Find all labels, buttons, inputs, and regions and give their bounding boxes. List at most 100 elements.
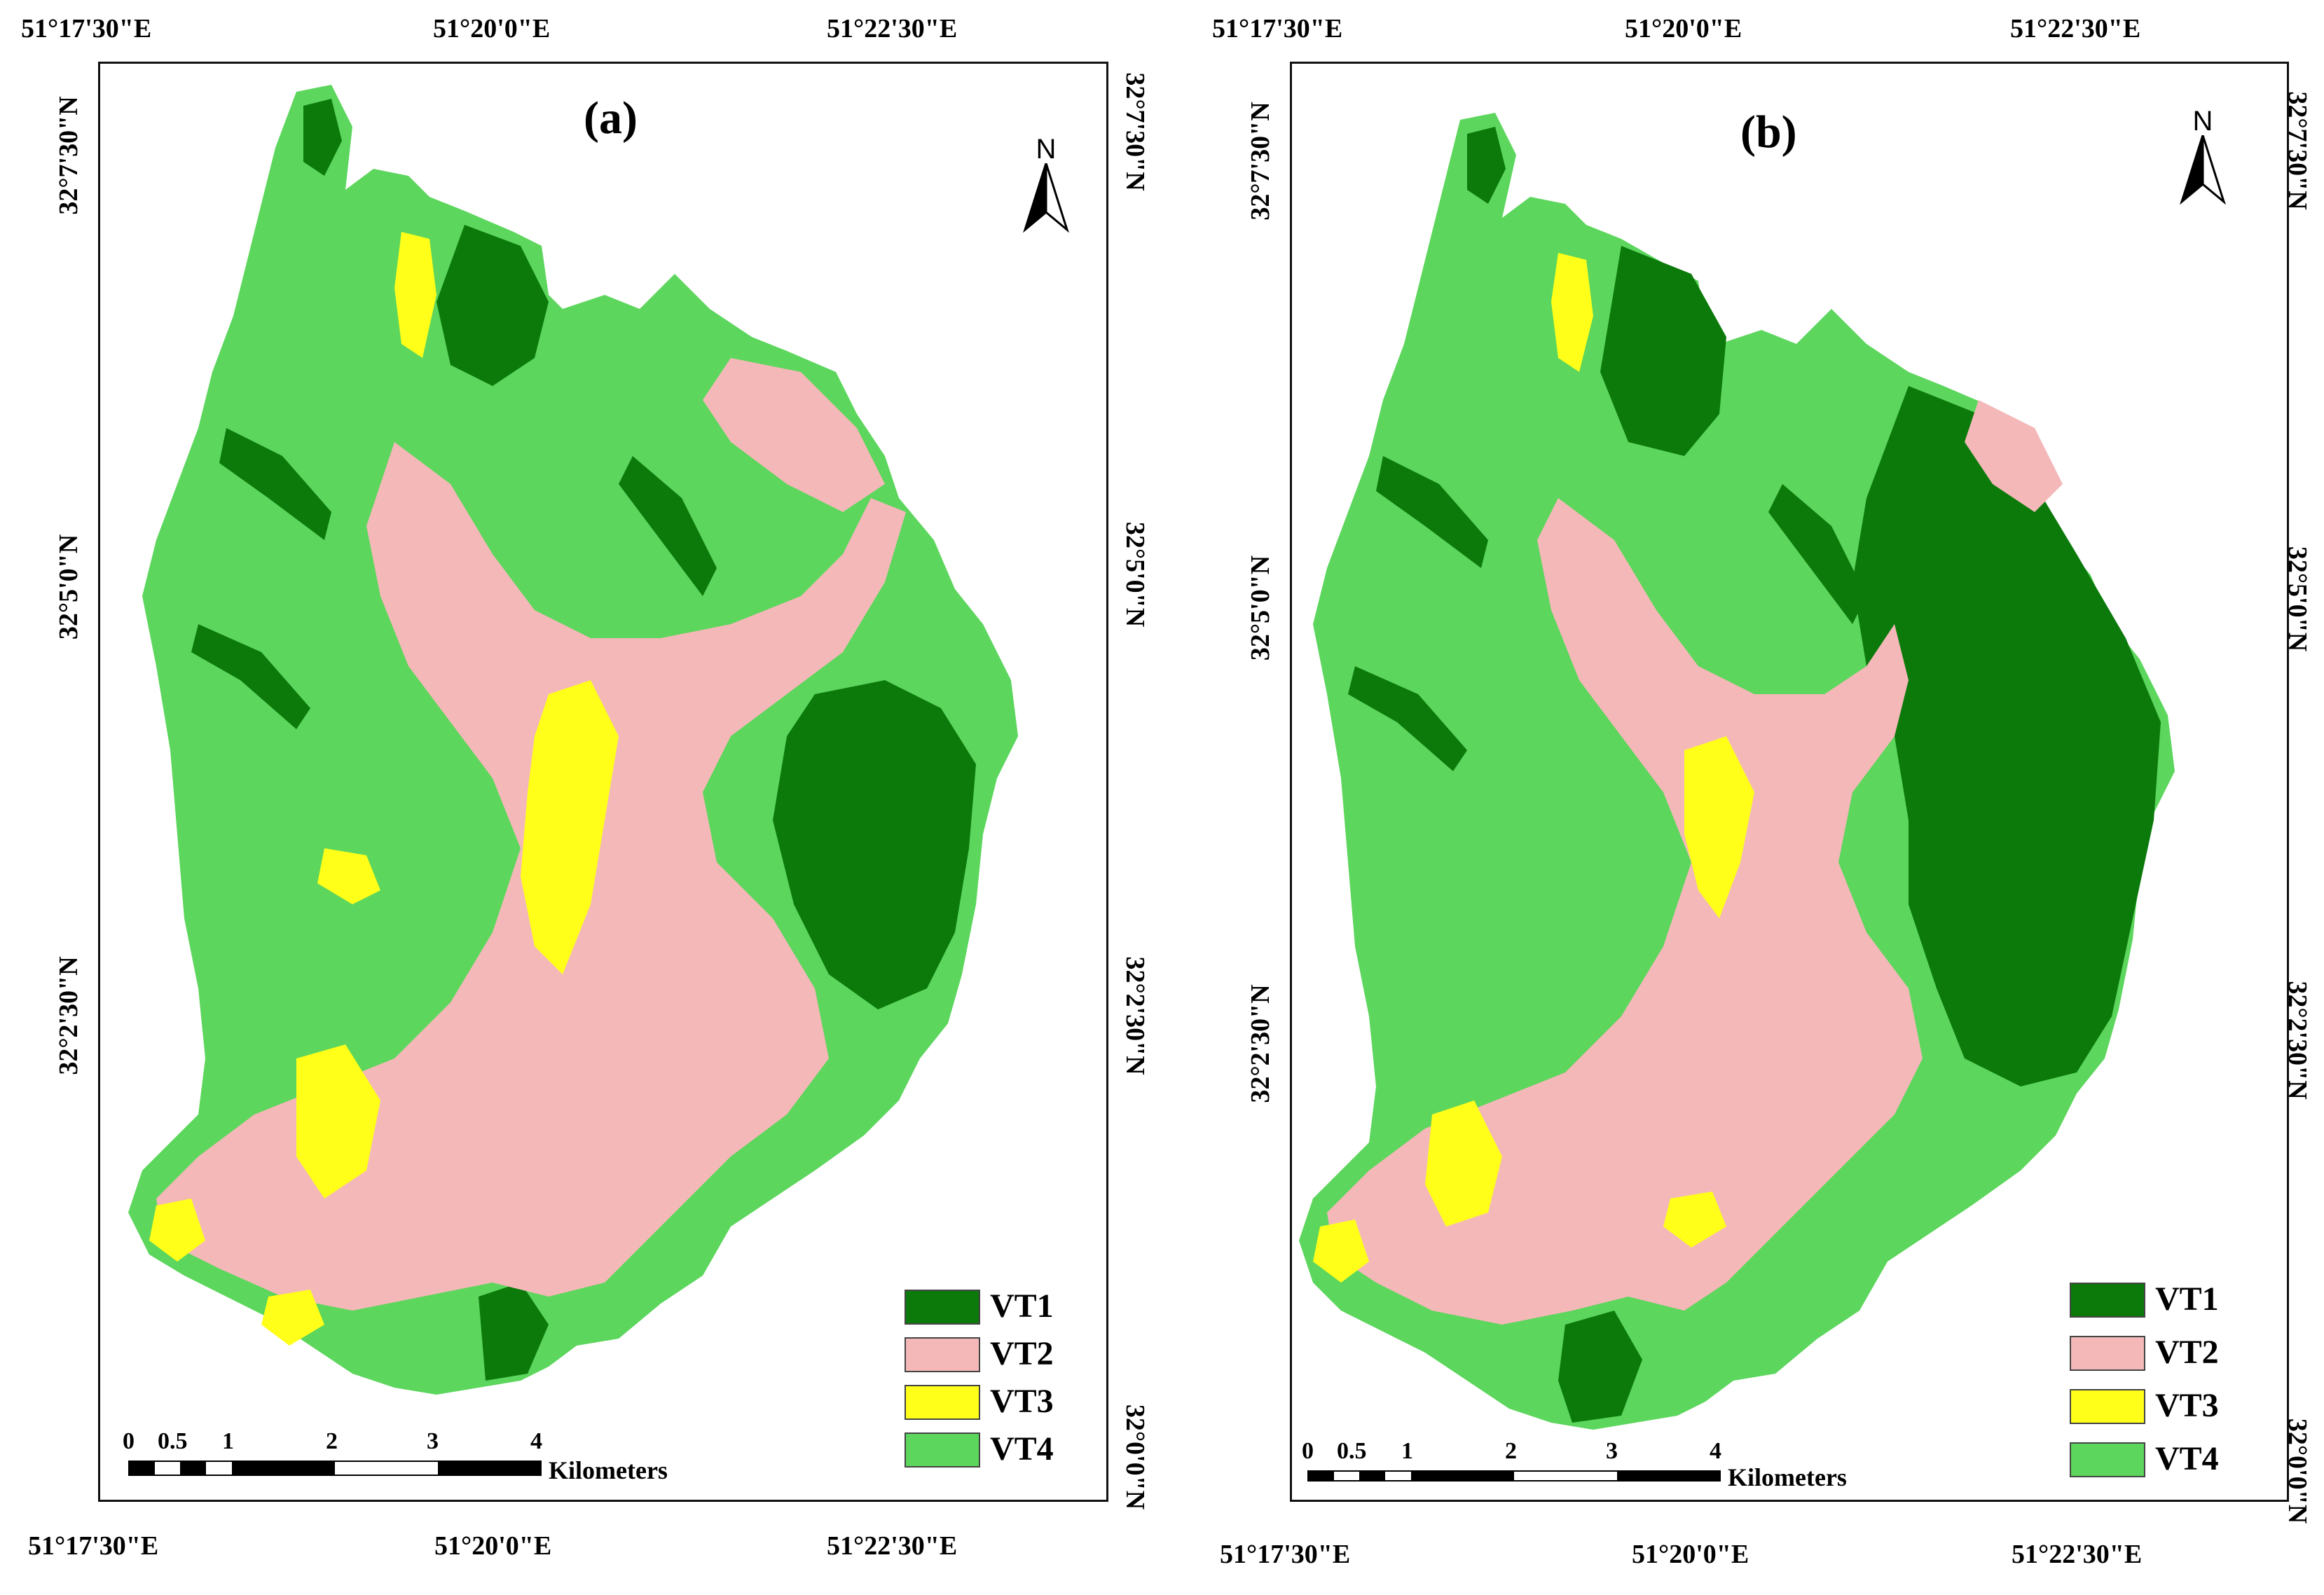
scale-tick-1: 1 bbox=[222, 1428, 234, 1454]
right-tick-3: 32°2'30"N bbox=[1120, 956, 1150, 1075]
map-frame: (a) N VT1 VT2 VT3 VT4 bbox=[98, 62, 1108, 1502]
north-arrow-icon bbox=[2180, 135, 2226, 205]
bottom-tick-3: 51°22'30"E bbox=[827, 1531, 958, 1561]
vt3-north bbox=[1551, 253, 1593, 372]
bottom-tick-1: 51°17'30"E bbox=[28, 1531, 159, 1561]
scale-units: Kilometers bbox=[549, 1456, 668, 1484]
bottom-tick-1: 51°17'30"E bbox=[1220, 1540, 1351, 1569]
left-tick-1: 32°7'30"N bbox=[1246, 102, 1275, 221]
right-tick-2: 32°5'0"N bbox=[2283, 546, 2312, 652]
right-tick-1: 32°7'30"N bbox=[1120, 72, 1150, 191]
bottom-tick-2: 51°20'0"E bbox=[1632, 1540, 1749, 1569]
vt1-east-patch bbox=[773, 680, 976, 1009]
vt1-east-patch bbox=[1852, 386, 2161, 1086]
bottom-tick-2: 51°20'0"E bbox=[434, 1531, 552, 1561]
legend-label-vt3: VT3 bbox=[2155, 1387, 2219, 1424]
vt3-central-spine bbox=[1684, 736, 1754, 918]
vt1-south-patch bbox=[1558, 1311, 1642, 1423]
legend-label-vt3: VT3 bbox=[990, 1383, 1054, 1420]
map-panel-b: 51°17'30"E 51°20'0"E 51°22'30"E (b) N bbox=[1162, 0, 2324, 1595]
left-tick-3: 32°2'30"N bbox=[54, 956, 83, 1075]
right-tick-3: 32°2'30"N bbox=[2283, 981, 2312, 1100]
vt3-south-1 bbox=[149, 1199, 205, 1262]
right-tick-4: 32°0'0"N bbox=[2283, 1418, 2312, 1524]
left-tick-2: 32°5'0"N bbox=[1246, 555, 1275, 661]
top-tick-2: 51°20'0"E bbox=[1625, 14, 1742, 43]
legend-label-vt2: VT2 bbox=[2155, 1334, 2219, 1371]
scale-tick-4: 4 bbox=[1710, 1438, 1721, 1464]
north-arrow-letter: N bbox=[1036, 134, 1057, 165]
legend-swatch-vt1 bbox=[905, 1290, 980, 1325]
vt3-west bbox=[317, 848, 380, 904]
vt3-central-spine bbox=[521, 680, 619, 974]
scale-bar: 0 0.5 1 2 3 4 Kilometers bbox=[1302, 1438, 1938, 1496]
legend-swatch-vt1 bbox=[2070, 1283, 2145, 1318]
vt1-upper-patch bbox=[1600, 246, 1726, 456]
scale-tick-1: 1 bbox=[1401, 1438, 1413, 1464]
legend-swatch-vt2 bbox=[905, 1337, 980, 1372]
panel-label: (a) bbox=[584, 92, 638, 144]
top-tick-1: 51°17'30"E bbox=[21, 14, 152, 43]
legend-label-vt4: VT4 bbox=[990, 1430, 1054, 1468]
legend: VT1 VT2 VT3 VT4 bbox=[2070, 1283, 2252, 1477]
north-arrow-icon bbox=[1023, 163, 1069, 233]
vt1-north-patch bbox=[303, 99, 342, 176]
scale-tick-2: 2 bbox=[326, 1428, 338, 1454]
right-tick-4: 32°0'0"N bbox=[1120, 1404, 1150, 1510]
legend-label-vt2: VT2 bbox=[990, 1335, 1054, 1372]
legend-swatch-vt4 bbox=[2070, 1442, 2145, 1477]
vt3-southwest bbox=[296, 1044, 380, 1199]
top-tick-3: 51°22'30"E bbox=[827, 14, 958, 43]
left-tick-2: 32°5'0"N bbox=[54, 534, 83, 640]
vt1-ridge-2 bbox=[191, 624, 310, 729]
legend-swatch-vt3 bbox=[2070, 1389, 2145, 1424]
scale-bar-graphic bbox=[1307, 1470, 1721, 1482]
vt3-southwest bbox=[1425, 1100, 1502, 1227]
vt1-ridge-1 bbox=[219, 428, 331, 540]
scale-bar: 0 0.5 1 2 3 4 Kilometers bbox=[123, 1428, 759, 1486]
scale-tick-2: 2 bbox=[1505, 1438, 1517, 1464]
scale-tick-0-5: 0.5 bbox=[1337, 1438, 1367, 1464]
vt1-ridge-3 bbox=[619, 456, 717, 596]
scale-tick-3: 3 bbox=[427, 1428, 439, 1454]
north-arrow-letter: N bbox=[2192, 106, 2213, 137]
scale-units: Kilometers bbox=[1728, 1463, 1847, 1491]
vt1-ridge-3 bbox=[1768, 484, 1866, 624]
left-tick-3: 32°2'30"N bbox=[1246, 984, 1275, 1103]
panel-label: (b) bbox=[1740, 106, 1797, 158]
map-panel-a: 51°17'30"E 51°20'0"E 51°22'30"E (a) N bbox=[21, 14, 1150, 1561]
legend-swatch-vt2 bbox=[2070, 1336, 2145, 1371]
vt3-south-2 bbox=[261, 1290, 324, 1346]
vt3-north bbox=[394, 232, 436, 358]
top-tick-3: 51°22'30"E bbox=[2010, 14, 2141, 43]
scale-tick-4: 4 bbox=[530, 1428, 542, 1454]
land-cover-map bbox=[1299, 113, 2175, 1430]
top-tick-1: 51°17'30"E bbox=[1212, 14, 1343, 43]
left-tick-1: 32°7'30"N bbox=[54, 96, 83, 215]
vt1-north-patch bbox=[1467, 127, 1506, 204]
scale-bar-graphic bbox=[128, 1461, 542, 1476]
vt2-northeast bbox=[703, 358, 885, 512]
north-arrow: N bbox=[2175, 106, 2231, 205]
right-tick-1: 32°7'30"N bbox=[2283, 91, 2312, 210]
scale-tick-0: 0 bbox=[123, 1428, 135, 1454]
scale-tick-0-5: 0.5 bbox=[158, 1428, 188, 1454]
right-tick-2: 32°5'0"N bbox=[1120, 521, 1150, 628]
vt1-ridge-2 bbox=[1348, 666, 1467, 771]
top-tick-2: 51°20'0"E bbox=[433, 14, 551, 43]
legend-label-vt1: VT1 bbox=[990, 1287, 1054, 1325]
vt3-south-1 bbox=[1313, 1220, 1369, 1283]
legend-swatch-vt4 bbox=[905, 1432, 980, 1468]
vt1-south-patch bbox=[479, 1283, 549, 1381]
legend: VT1 VT2 VT3 VT4 bbox=[905, 1290, 1087, 1472]
vt1-upper-patch bbox=[436, 225, 549, 386]
bottom-tick-3: 51°22'30"E bbox=[2012, 1540, 2143, 1569]
land-cover-map bbox=[128, 85, 1018, 1395]
legend-swatch-vt3 bbox=[905, 1385, 980, 1420]
scale-tick-0: 0 bbox=[1302, 1438, 1314, 1464]
vt1-ridge-1 bbox=[1376, 456, 1488, 568]
north-arrow: N bbox=[1018, 134, 1074, 233]
vt3-south-2 bbox=[1663, 1192, 1726, 1248]
map-frame: (b) N VT1 VT2 VT3 VT4 bbox=[1290, 62, 2289, 1502]
vt2-northeast bbox=[1965, 400, 2063, 512]
